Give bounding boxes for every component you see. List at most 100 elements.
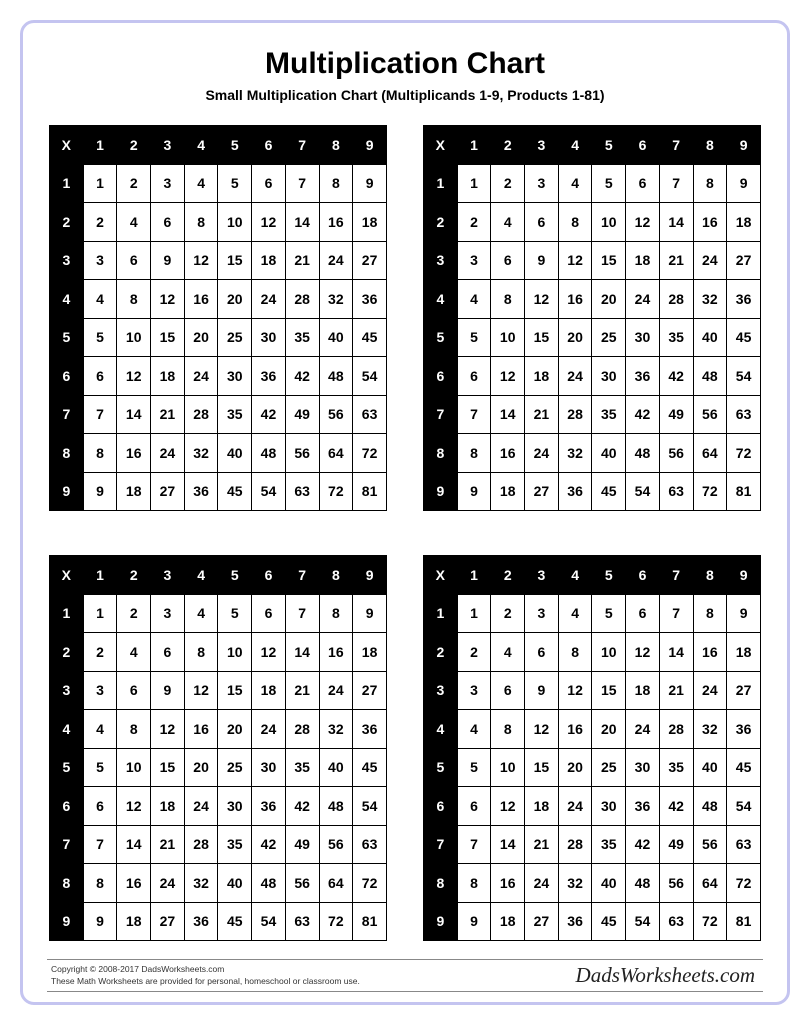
product-cell: 2 xyxy=(117,594,151,633)
col-header: 5 xyxy=(592,556,626,595)
product-cell: 6 xyxy=(83,357,117,396)
product-cell: 6 xyxy=(491,671,525,710)
product-cell: 49 xyxy=(659,395,693,434)
product-cell: 45 xyxy=(218,902,252,941)
product-cell: 12 xyxy=(525,710,559,749)
product-cell: 12 xyxy=(558,671,592,710)
product-cell: 30 xyxy=(592,787,626,826)
product-cell: 25 xyxy=(592,748,626,787)
corner-cell: X xyxy=(50,556,84,595)
product-cell: 2 xyxy=(83,633,117,672)
product-cell: 24 xyxy=(558,357,592,396)
product-cell: 63 xyxy=(727,825,761,864)
row-header: 9 xyxy=(50,472,84,511)
product-cell: 20 xyxy=(218,710,252,749)
product-cell: 24 xyxy=(693,671,727,710)
row-header: 7 xyxy=(424,395,458,434)
product-cell: 25 xyxy=(592,318,626,357)
product-cell: 6 xyxy=(457,787,491,826)
product-cell: 8 xyxy=(184,633,218,672)
product-cell: 36 xyxy=(727,280,761,319)
product-cell: 8 xyxy=(117,710,151,749)
product-cell: 40 xyxy=(218,434,252,473)
product-cell: 9 xyxy=(525,241,559,280)
product-cell: 15 xyxy=(525,748,559,787)
product-cell: 18 xyxy=(151,357,185,396)
row-header: 6 xyxy=(50,787,84,826)
product-cell: 16 xyxy=(491,434,525,473)
product-cell: 27 xyxy=(353,241,387,280)
col-header: 3 xyxy=(151,126,185,165)
worksheet-page: Multiplication Chart Small Multiplicatio… xyxy=(20,20,790,1005)
product-cell: 36 xyxy=(727,710,761,749)
product-cell: 49 xyxy=(285,825,319,864)
product-cell: 4 xyxy=(457,280,491,319)
product-cell: 56 xyxy=(693,395,727,434)
product-cell: 9 xyxy=(151,671,185,710)
product-cell: 3 xyxy=(525,164,559,203)
product-cell: 16 xyxy=(558,710,592,749)
product-cell: 6 xyxy=(252,594,286,633)
product-cell: 8 xyxy=(491,710,525,749)
col-header: 5 xyxy=(592,126,626,165)
product-cell: 48 xyxy=(626,434,660,473)
corner-cell: X xyxy=(424,556,458,595)
product-cell: 8 xyxy=(693,164,727,203)
col-header: 3 xyxy=(525,556,559,595)
product-cell: 2 xyxy=(491,164,525,203)
product-cell: 7 xyxy=(83,825,117,864)
col-header: 5 xyxy=(218,556,252,595)
product-cell: 35 xyxy=(659,748,693,787)
product-cell: 42 xyxy=(626,395,660,434)
row-header: 4 xyxy=(424,280,458,319)
product-cell: 2 xyxy=(457,203,491,242)
row-header: 2 xyxy=(50,203,84,242)
col-header: 6 xyxy=(626,556,660,595)
product-cell: 40 xyxy=(319,748,353,787)
product-cell: 14 xyxy=(285,633,319,672)
product-cell: 6 xyxy=(626,594,660,633)
product-cell: 12 xyxy=(491,787,525,826)
product-cell: 28 xyxy=(285,710,319,749)
product-cell: 45 xyxy=(353,748,387,787)
product-cell: 72 xyxy=(319,472,353,511)
product-cell: 18 xyxy=(727,633,761,672)
col-header: 6 xyxy=(252,126,286,165)
product-cell: 3 xyxy=(83,241,117,280)
product-cell: 48 xyxy=(626,864,660,903)
product-cell: 32 xyxy=(184,434,218,473)
product-cell: 81 xyxy=(353,902,387,941)
product-cell: 12 xyxy=(151,280,185,319)
product-cell: 36 xyxy=(184,472,218,511)
product-cell: 1 xyxy=(83,594,117,633)
product-cell: 9 xyxy=(457,902,491,941)
product-cell: 9 xyxy=(353,594,387,633)
product-cell: 63 xyxy=(353,825,387,864)
product-cell: 9 xyxy=(83,902,117,941)
product-cell: 12 xyxy=(117,787,151,826)
product-cell: 16 xyxy=(558,280,592,319)
product-cell: 72 xyxy=(319,902,353,941)
product-cell: 42 xyxy=(285,357,319,396)
product-cell: 40 xyxy=(693,748,727,787)
product-cell: 36 xyxy=(626,787,660,826)
product-cell: 15 xyxy=(151,748,185,787)
product-cell: 56 xyxy=(693,825,727,864)
row-header: 5 xyxy=(50,318,84,357)
product-cell: 32 xyxy=(693,710,727,749)
product-cell: 42 xyxy=(252,395,286,434)
product-cell: 32 xyxy=(558,864,592,903)
product-cell: 36 xyxy=(353,710,387,749)
product-cell: 24 xyxy=(558,787,592,826)
product-cell: 45 xyxy=(592,902,626,941)
product-cell: 21 xyxy=(285,241,319,280)
product-cell: 9 xyxy=(151,241,185,280)
product-cell: 81 xyxy=(727,472,761,511)
product-cell: 40 xyxy=(218,864,252,903)
product-cell: 18 xyxy=(525,787,559,826)
col-header: 8 xyxy=(319,556,353,595)
product-cell: 21 xyxy=(659,671,693,710)
product-cell: 16 xyxy=(491,864,525,903)
col-header: 6 xyxy=(252,556,286,595)
col-header: 7 xyxy=(285,556,319,595)
